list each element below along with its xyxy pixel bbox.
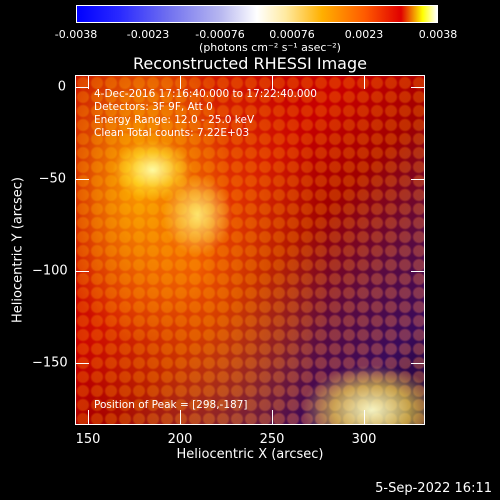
colorbar-tick: 0.00076 xyxy=(269,28,315,41)
x-tick-mark-top xyxy=(272,75,273,89)
y-tick-label: 0 xyxy=(57,79,66,95)
y-tick-mark-right xyxy=(411,179,425,180)
x-tick-mark xyxy=(272,410,273,424)
y-tick-mark xyxy=(75,271,89,272)
x-tick-mark-top xyxy=(364,75,365,89)
colorbar xyxy=(76,5,438,23)
x-tick-label: 300 xyxy=(351,432,377,447)
y-tick-mark xyxy=(75,87,89,88)
x-axis-label: Heliocentric X (arcsec) xyxy=(176,447,324,462)
peak-position-text: Position of Peak = [298,-187] xyxy=(94,399,248,411)
x-tick-label: 150 xyxy=(75,432,101,447)
x-tick-label: 200 xyxy=(167,432,193,447)
heatmap-texture xyxy=(76,76,424,424)
x-tick-mark-top xyxy=(88,75,89,89)
clean-counts-text: Clean Total counts: 7.22E+03 xyxy=(94,127,250,139)
y-tick-label: −150 xyxy=(32,355,68,371)
y-tick-mark xyxy=(75,363,89,364)
heatmap-image: 4-Dec-2016 17:16:40.000 to 17:22:40.000 … xyxy=(75,75,425,425)
timestamp: 5-Sep-2022 16:11 xyxy=(375,481,492,496)
x-tick-label: 250 xyxy=(259,432,285,447)
detectors-text: Detectors: 3F 9F, Att 0 xyxy=(94,101,213,113)
y-tick-mark xyxy=(75,179,89,180)
y-axis-label: Heliocentric Y (arcsec) xyxy=(10,177,26,323)
x-tick-mark xyxy=(180,410,181,424)
y-tick-label: −100 xyxy=(32,263,68,279)
y-tick-mark-right xyxy=(411,363,425,364)
chart-title: Reconstructed RHESSI Image xyxy=(133,54,367,73)
x-tick-mark xyxy=(364,410,365,424)
colorbar-tick: 0.0023 xyxy=(344,28,384,41)
colorbar-unit: (photons cm⁻² s⁻¹ asec⁻²) xyxy=(199,41,341,54)
time-range-text: 4-Dec-2016 17:16:40.000 to 17:22:40.000 xyxy=(94,88,317,100)
energy-range-text: Energy Range: 12.0 - 25.0 keV xyxy=(94,114,255,126)
x-tick-mark-top xyxy=(180,75,181,89)
colorbar-tick: 0.0038 xyxy=(418,28,458,41)
y-tick-label: −50 xyxy=(38,171,66,187)
colorbar-tick: -0.0023 xyxy=(126,28,170,41)
colorbar-tick: -0.00076 xyxy=(195,28,245,41)
y-tick-mark-right xyxy=(411,271,425,272)
colorbar-tick: -0.0038 xyxy=(54,28,98,41)
x-tick-mark xyxy=(88,410,89,424)
y-tick-mark-right xyxy=(411,87,425,88)
